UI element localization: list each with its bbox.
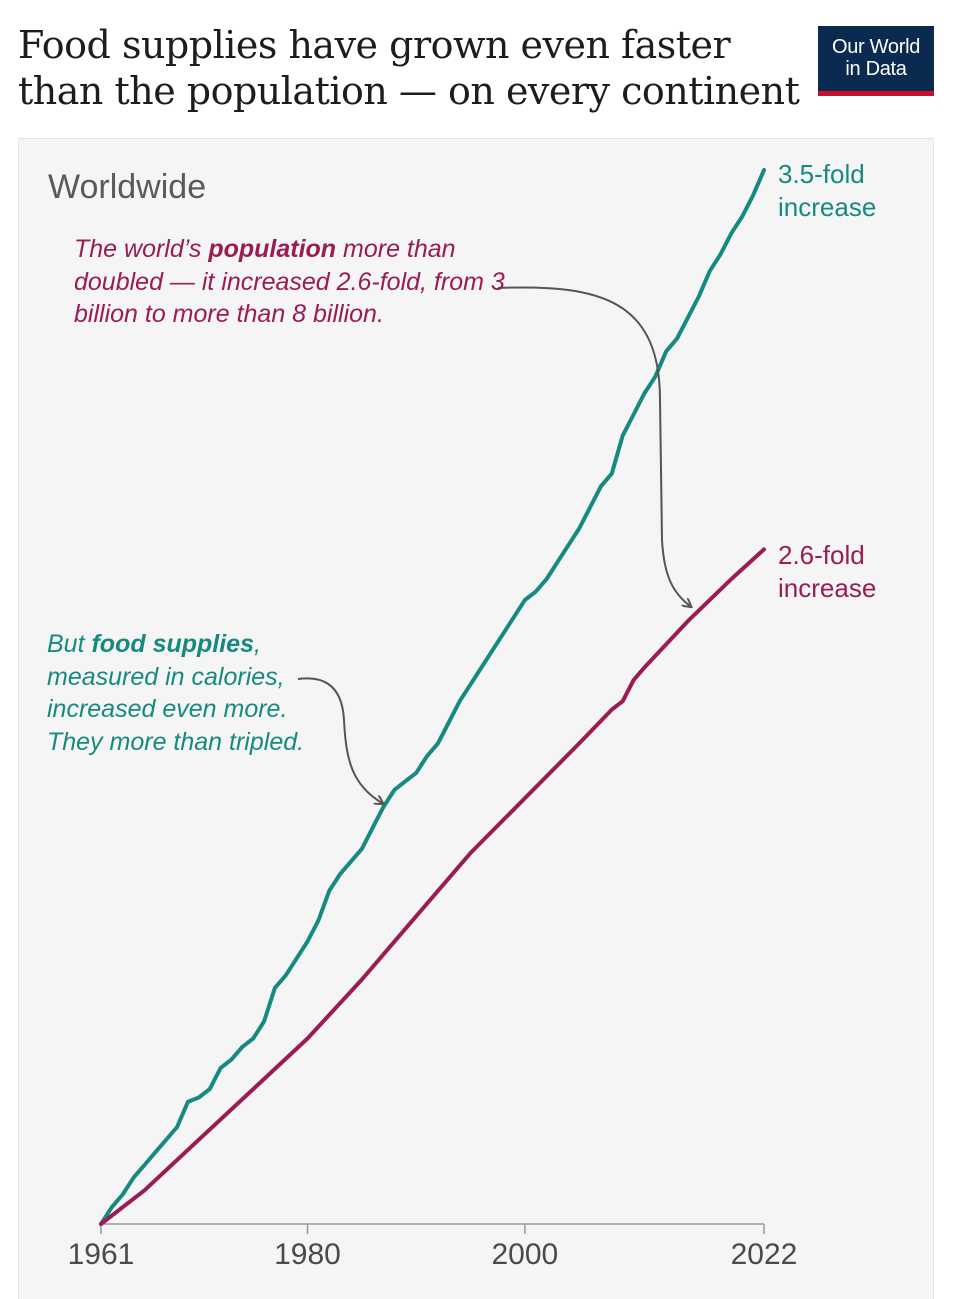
population-end-label: 2.6-fold increase — [778, 539, 876, 605]
population-line — [99, 547, 766, 1226]
chart-panel — [18, 138, 934, 1299]
logo-line-2: in Data — [845, 58, 907, 80]
food-annotation-bold: food supplies — [91, 630, 254, 658]
food-annotation-arrow — [297, 677, 382, 803]
region-label: Worldwide — [48, 168, 207, 206]
food-end-label-line-1: 3.5-fold — [778, 159, 865, 189]
population-end-label-line-1: 2.6-fold — [778, 540, 865, 570]
chart-title: Food supplies have grown even faster tha… — [18, 23, 800, 113]
food-annotation: But food supplies, measured in calories,… — [47, 628, 317, 758]
x-tick-label-1980: 1980 — [274, 1238, 341, 1271]
x-tick-label-1961: 1961 — [67, 1238, 135, 1271]
x-tick-label-2022: 2022 — [730, 1238, 798, 1271]
owid-logo[interactable]: Our World in Data — [818, 26, 934, 96]
population-annotation-pre: The world’s — [74, 235, 209, 263]
food-end-label: 3.5-fold increase — [778, 158, 876, 224]
food-annotation-pre: But — [47, 630, 92, 658]
population-annotation-bold: population — [208, 235, 337, 263]
food-supplies-line — [99, 168, 766, 1226]
population-annotation: The world’s population more than doubled… — [74, 233, 514, 331]
population-annotation-arrow — [497, 286, 690, 606]
population-end-label-line-2: increase — [778, 573, 877, 603]
food-annotation-post: , measured in calories, increased even m… — [47, 630, 305, 756]
food-end-label-line-2: increase — [778, 192, 877, 222]
x-tick-label-2000: 2000 — [491, 1238, 559, 1271]
logo-line-1: Our World — [831, 36, 921, 58]
population-annotation-post: more than doubled — it increased 2.6-fol… — [74, 235, 505, 328]
